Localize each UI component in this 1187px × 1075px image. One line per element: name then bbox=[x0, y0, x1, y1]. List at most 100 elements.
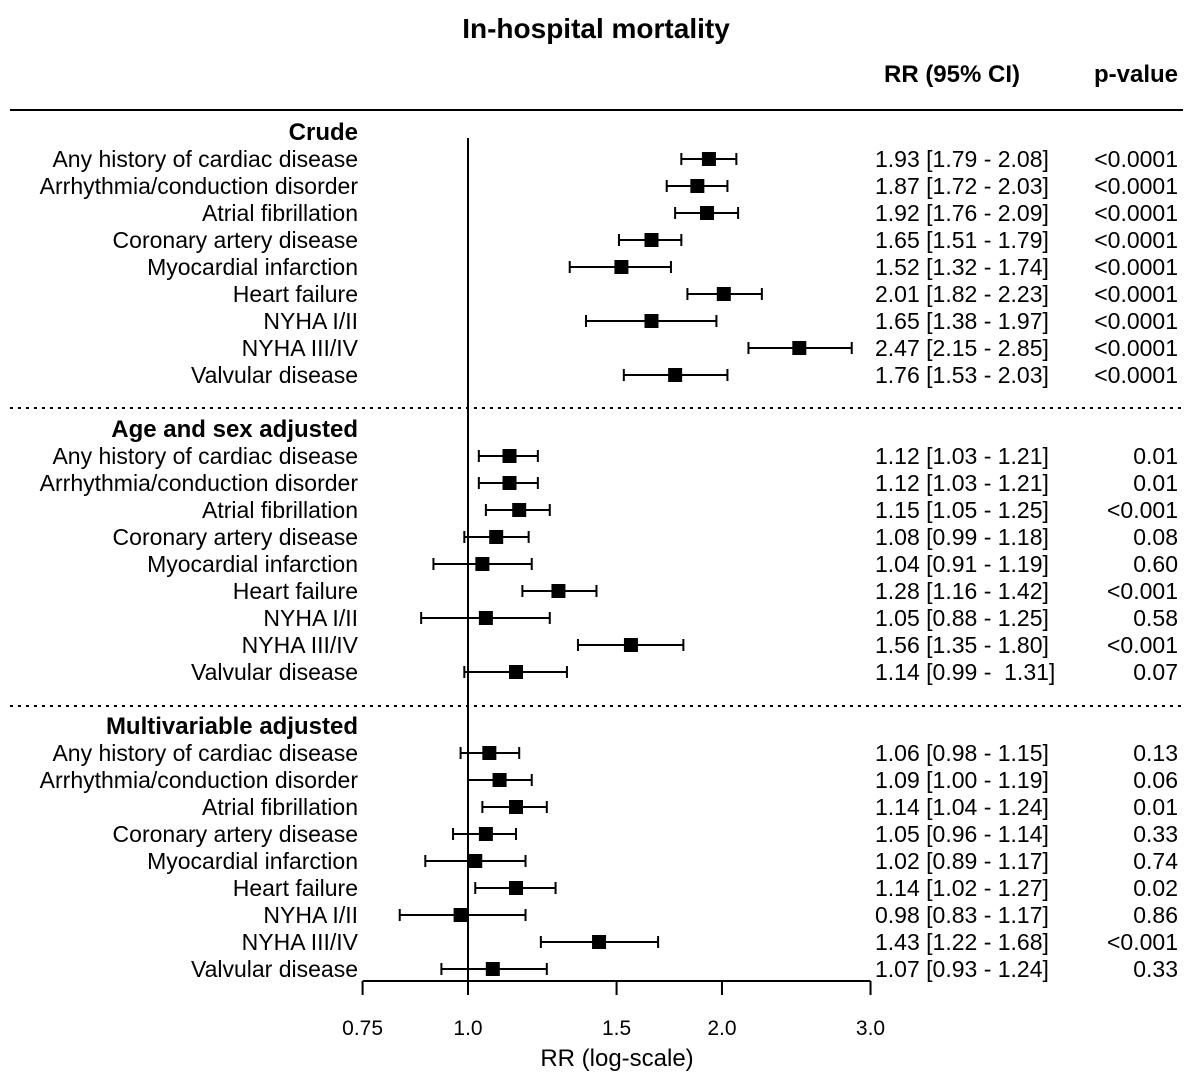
row-label: NYHA I/II bbox=[263, 308, 358, 334]
point-estimate bbox=[668, 368, 683, 382]
p-value: <0.001 bbox=[1107, 497, 1178, 523]
point-estimate bbox=[509, 881, 524, 895]
estimate-column-header: RR (95% CI) bbox=[884, 61, 1020, 88]
forest-row: NYHA III/IV 1.56 [1.35 - 1.80] <0.001 bbox=[242, 632, 1178, 658]
ci-value: 1.28 [1.16 - 1.42] bbox=[875, 578, 1049, 604]
forest-row: Coronary artery disease 1.65 [1.51 - 1.79… bbox=[113, 227, 1178, 253]
p-value: 0.33 bbox=[1133, 821, 1178, 847]
p-value: <0.001 bbox=[1107, 578, 1178, 604]
row-label: Coronary artery disease bbox=[113, 227, 358, 253]
forest-row: Myocardial infarction 1.52 [1.32 - 1.74] <… bbox=[147, 254, 1178, 280]
p-value: <0.0001 bbox=[1094, 173, 1178, 199]
point-estimate bbox=[509, 800, 524, 814]
ci-value: 1.12 [1.03 - 1.21] bbox=[875, 470, 1049, 496]
forest-row: Heart failure 2.01 [1.82 - 2.23] <0.0001 bbox=[233, 281, 1178, 307]
p-value: 0.74 bbox=[1133, 848, 1178, 874]
point-estimate bbox=[502, 476, 517, 490]
p-value: 0.13 bbox=[1133, 740, 1178, 766]
pvalue-column-header: p-value bbox=[1094, 61, 1178, 88]
forest-row: Valvular disease 1.14 [0.99 - 1.31] 0.07 bbox=[191, 659, 1178, 685]
ci-value: 1.05 [0.88 - 1.25] bbox=[875, 605, 1049, 631]
p-value: 0.02 bbox=[1133, 875, 1178, 901]
p-value: 0.01 bbox=[1133, 470, 1178, 496]
forest-row: NYHA I/II 1.65 [1.38 - 1.97] <0.0001 bbox=[263, 308, 1178, 334]
ci-value: 1.06 [0.98 - 1.15] bbox=[875, 740, 1049, 766]
point-estimate bbox=[512, 503, 527, 517]
forest-row: Valvular disease 1.76 [1.53 - 2.03] <0.000… bbox=[191, 362, 1178, 388]
row-label: Arrhythmia/conduction disorder bbox=[40, 470, 359, 496]
x-tick-label: 2.0 bbox=[707, 1017, 736, 1040]
forest-row: Coronary artery disease 1.05 [0.96 - 1.14… bbox=[113, 821, 1178, 847]
point-estimate bbox=[623, 638, 638, 652]
row-label: Any history of cardiac disease bbox=[52, 740, 358, 766]
row-label: Coronary artery disease bbox=[113, 821, 358, 847]
ci-value: 1.87 [1.72 - 2.03] bbox=[875, 173, 1049, 199]
row-label: Arrhythmia/conduction disorder bbox=[40, 767, 359, 793]
p-value: 0.86 bbox=[1133, 902, 1178, 928]
point-estimate bbox=[453, 908, 468, 922]
forest-row: Coronary artery disease 1.08 [0.99 - 1.18… bbox=[113, 524, 1178, 550]
row-label: Atrial fibrillation bbox=[202, 497, 358, 523]
row-label: Coronary artery disease bbox=[113, 524, 358, 550]
p-value: <0.0001 bbox=[1094, 281, 1178, 307]
p-value: <0.0001 bbox=[1094, 200, 1178, 226]
p-value: 0.01 bbox=[1133, 794, 1178, 820]
row-label: NYHA III/IV bbox=[242, 632, 359, 658]
ci-value: 1.65 [1.38 - 1.97] bbox=[875, 308, 1049, 334]
row-label: Heart failure bbox=[233, 578, 358, 604]
point-estimate bbox=[644, 314, 659, 328]
p-value: 0.06 bbox=[1133, 767, 1178, 793]
point-estimate bbox=[489, 530, 504, 544]
row-label: Valvular disease bbox=[191, 362, 358, 388]
point-estimate bbox=[551, 584, 566, 598]
forest-row: Heart failure 1.14 [1.02 - 1.27] 0.02 bbox=[233, 875, 1178, 901]
ci-value: 1.14 [0.99 - 1.31] bbox=[875, 659, 1055, 685]
ci-value: 2.47 [2.15 - 2.85] bbox=[875, 335, 1049, 361]
point-estimate bbox=[700, 206, 715, 220]
point-estimate bbox=[492, 773, 507, 787]
forest-row: Any history of cardiac disease 1.06 [0.98… bbox=[52, 740, 1178, 766]
p-value: <0.0001 bbox=[1094, 146, 1178, 172]
x-tick-label: 0.75 bbox=[342, 1017, 383, 1040]
forest-row: NYHA III/IV 2.47 [2.15 - 2.85] <0.0001 bbox=[242, 335, 1178, 361]
point-estimate bbox=[468, 854, 483, 868]
row-label: Heart failure bbox=[233, 875, 358, 901]
row-label: Valvular disease bbox=[191, 956, 358, 982]
ci-value: 1.76 [1.53 - 2.03] bbox=[875, 362, 1049, 388]
point-estimate bbox=[690, 179, 705, 193]
group-header: Multivariable adjusted bbox=[106, 713, 358, 740]
point-estimate bbox=[478, 611, 493, 625]
forest-row: Arrhythmia/conduction disorder 1.87 [1.72… bbox=[40, 173, 1178, 199]
ci-value: 1.65 [1.51 - 1.79] bbox=[875, 227, 1049, 253]
row-label: NYHA III/IV bbox=[242, 335, 359, 361]
ci-value: 1.15 [1.05 - 1.25] bbox=[875, 497, 1049, 523]
row-label: NYHA I/II bbox=[263, 605, 358, 631]
forest-row: Myocardial infarction 1.04 [0.91 - 1.19] 0… bbox=[147, 551, 1178, 577]
group-header: Age and sex adjusted bbox=[111, 416, 358, 443]
point-estimate bbox=[592, 935, 607, 949]
point-estimate bbox=[716, 287, 731, 301]
row-label: Atrial fibrillation bbox=[202, 794, 358, 820]
ci-value: 1.56 [1.35 - 1.80] bbox=[875, 632, 1049, 658]
p-value: 0.33 bbox=[1133, 956, 1178, 982]
ci-value: 1.92 [1.76 - 2.09] bbox=[875, 200, 1049, 226]
ci-value: 0.98 [0.83 - 1.17] bbox=[875, 902, 1049, 928]
forest-row: NYHA III/IV 1.43 [1.22 - 1.68] <0.001 bbox=[242, 929, 1178, 955]
point-estimate bbox=[485, 962, 500, 976]
p-value: <0.0001 bbox=[1094, 254, 1178, 280]
point-estimate bbox=[475, 557, 490, 571]
forest-row: Atrial fibrillation 1.14 [1.04 - 1.24] 0.0… bbox=[202, 794, 1178, 820]
p-value: 0.60 bbox=[1133, 551, 1178, 577]
p-value: 0.01 bbox=[1133, 443, 1178, 469]
row-label: Valvular disease bbox=[191, 659, 358, 685]
point-estimate bbox=[509, 665, 524, 679]
row-label: Myocardial infarction bbox=[147, 848, 358, 874]
ci-value: 1.05 [0.96 - 1.14] bbox=[875, 821, 1049, 847]
p-value: 0.08 bbox=[1133, 524, 1178, 550]
forest-row: Any history of cardiac disease 1.12 [1.03… bbox=[52, 443, 1178, 469]
forest-row: Heart failure 1.28 [1.16 - 1.42] <0.001 bbox=[233, 578, 1178, 604]
p-value: <0.001 bbox=[1107, 929, 1178, 955]
ci-value: 1.02 [0.89 - 1.17] bbox=[875, 848, 1049, 874]
